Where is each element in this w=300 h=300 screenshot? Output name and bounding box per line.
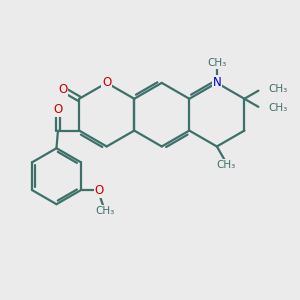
Text: O: O <box>94 184 104 197</box>
Text: CH₃: CH₃ <box>207 58 226 68</box>
Text: N: N <box>212 76 221 89</box>
Text: CH₃: CH₃ <box>216 160 235 170</box>
Text: O: O <box>102 76 111 89</box>
Text: CH₃: CH₃ <box>269 84 288 94</box>
Text: O: O <box>58 83 67 96</box>
Text: CH₃: CH₃ <box>269 103 288 113</box>
Text: O: O <box>53 103 63 116</box>
Text: CH₃: CH₃ <box>95 206 114 216</box>
